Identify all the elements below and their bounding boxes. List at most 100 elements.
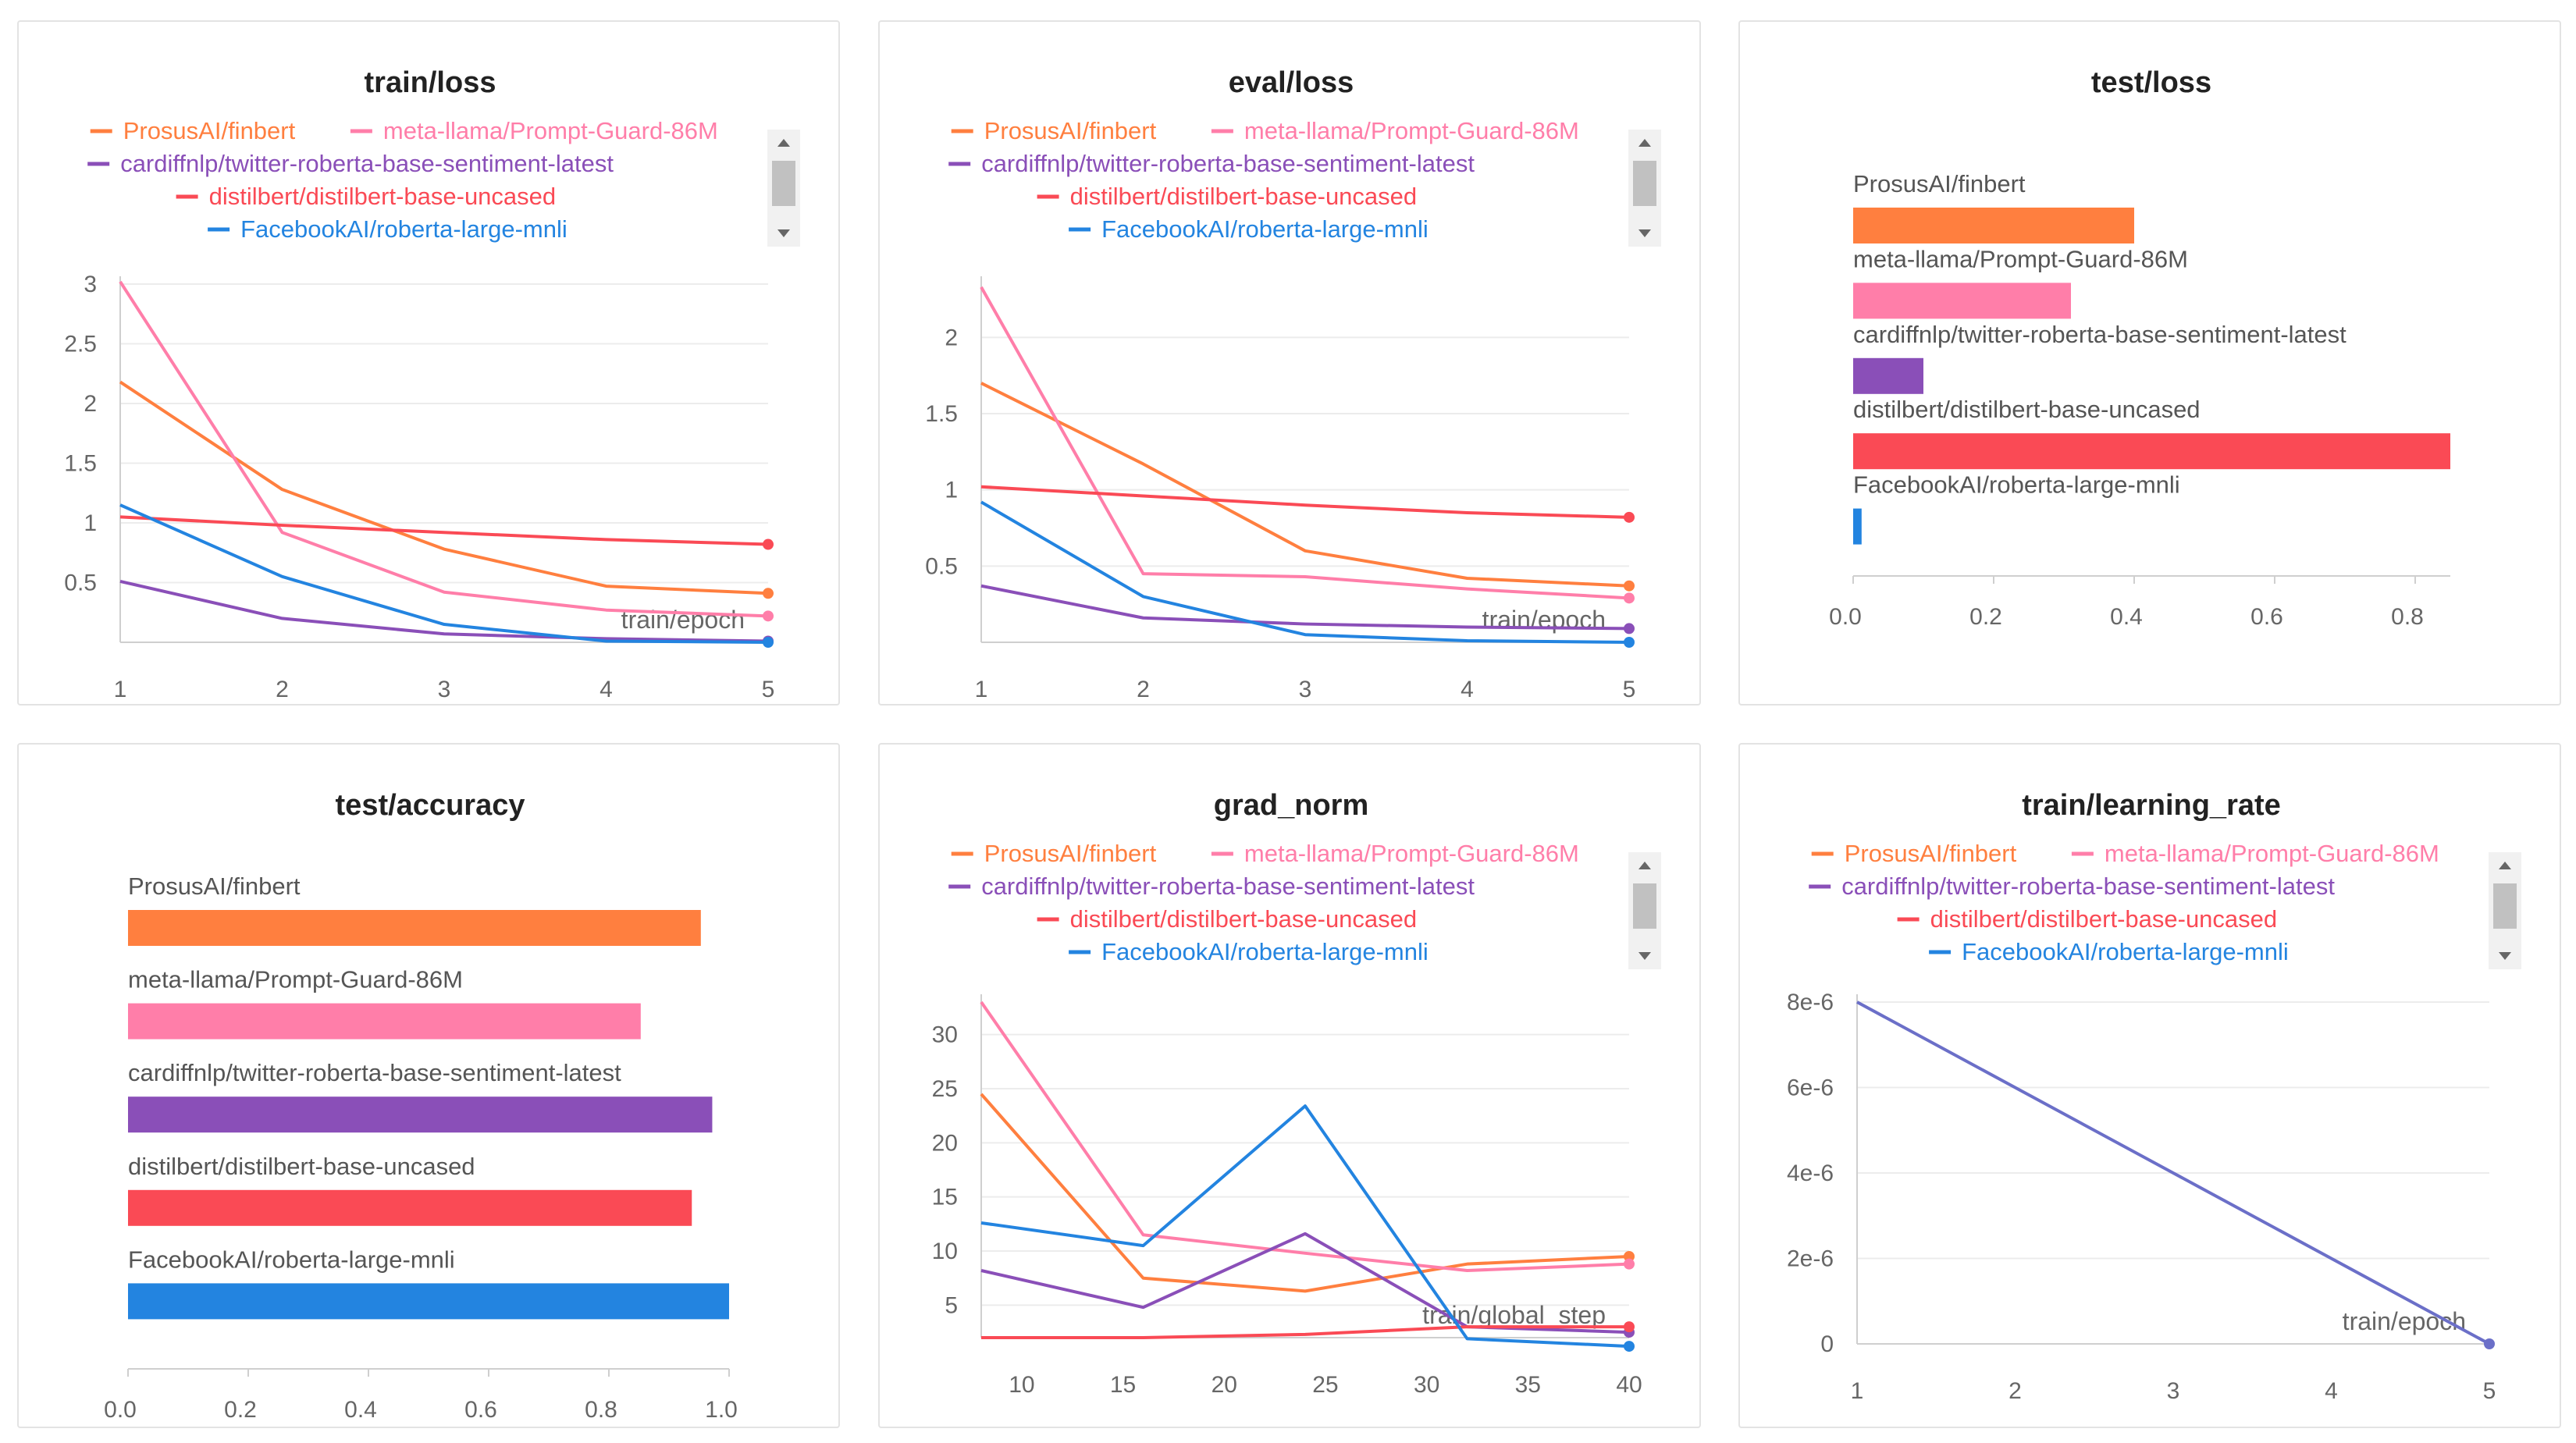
legend-label-facebookai-roberta-large-mnli: FacebookAI/roberta-large-mnli bbox=[1962, 938, 2289, 965]
panel-grad-norm: grad_norm ProsusAI/finbert meta-llama/Prom… bbox=[878, 743, 1701, 1428]
x-axis-label: train/global_step bbox=[1422, 1301, 1606, 1329]
legend-label-meta-llama-prompt-guard-86m: meta-llama/Prompt-Guard-86M bbox=[1244, 117, 1579, 144]
bar-cardiffnlp-twitter-roberta-base-sentiment-latest bbox=[128, 1096, 713, 1133]
x-tick-label: 4 bbox=[600, 677, 613, 702]
series-line-prosusai-finbert bbox=[980, 1093, 1630, 1293]
legend-scrollbar-thumb bbox=[1633, 883, 1656, 929]
x-tick-label: 10 bbox=[1009, 1372, 1034, 1398]
y-tick-label: 1 bbox=[84, 510, 97, 536]
series-line-facebookai-roberta-large-mnli bbox=[980, 500, 1630, 644]
panel-test-loss: test/loss ProsusAI/finbert meta-llama/Prom… bbox=[1738, 20, 2561, 706]
series-end-point-facebookai-roberta-large-mnli bbox=[763, 637, 774, 648]
series-line-prosusai-finbert bbox=[119, 380, 769, 595]
bar-prosusai-finbert bbox=[128, 910, 701, 946]
y-tick-label: 2 bbox=[945, 325, 958, 350]
y-tick-label: 30 bbox=[932, 1022, 958, 1048]
x-tick-label: 3 bbox=[2167, 1378, 2180, 1404]
x-tick-label: 1.0 bbox=[705, 1397, 738, 1423]
legend-label-meta-llama-prompt-guard-86m: meta-llama/Prompt-Guard-86M bbox=[383, 117, 718, 144]
bar-label-distilbert-distilbert-base-uncased: distilbert/distilbert-base-uncased bbox=[1853, 396, 2201, 423]
y-tick-label: 25 bbox=[932, 1076, 958, 1102]
legend-label-meta-llama-prompt-guard-86m: meta-llama/Prompt-Guard-86M bbox=[2105, 840, 2439, 867]
y-tick-label: 5 bbox=[945, 1292, 958, 1318]
bar-meta-llama-prompt-guard-86m bbox=[1853, 283, 2071, 319]
scroll-down-icon bbox=[1638, 229, 1651, 237]
chart-test-accuracy: test/accuracy ProsusAI/finbert meta-llama/… bbox=[104, 789, 738, 1423]
legend-scrollbar-thumb bbox=[1633, 161, 1656, 206]
bar-facebookai-roberta-large-mnli bbox=[1853, 508, 1862, 545]
chart-train-loss: train/loss ProsusAI/finbert meta-llama/Pro… bbox=[64, 66, 800, 702]
x-tick-label: 5 bbox=[2483, 1378, 2496, 1404]
bar-distilbert-distilbert-base-uncased bbox=[1853, 433, 2450, 470]
legend-scrollbar-thumb bbox=[772, 161, 795, 206]
series-line-facebookai-roberta-large-mnli bbox=[119, 503, 769, 644]
x-tick-label: 0.8 bbox=[2391, 604, 2424, 630]
x-tick-label: 30 bbox=[1414, 1372, 1439, 1398]
bar-label-meta-llama-prompt-guard-86m: meta-llama/Prompt-Guard-86M bbox=[128, 966, 463, 993]
series-end-point-distilbert-distilbert-base-uncased bbox=[1624, 1321, 1635, 1333]
bar-label-meta-llama-prompt-guard-86m: meta-llama/Prompt-Guard-86M bbox=[1853, 245, 2188, 272]
series-end-point-meta-llama-prompt-guard-86m bbox=[763, 610, 774, 622]
bar-label-prosusai-finbert: ProsusAI/finbert bbox=[128, 873, 301, 900]
bar-label-facebookai-roberta-large-mnli: FacebookAI/roberta-large-mnli bbox=[128, 1246, 455, 1273]
scroll-up-icon bbox=[777, 139, 790, 147]
legend-label-distilbert-distilbert-base-uncased: distilbert/distilbert-base-uncased bbox=[1930, 905, 2278, 933]
x-tick-label: 25 bbox=[1312, 1372, 1338, 1398]
legend-label-facebookai-roberta-large-mnli: FacebookAI/roberta-large-mnli bbox=[1101, 215, 1429, 243]
y-tick-label: 20 bbox=[932, 1130, 958, 1156]
x-tick-label: 0.2 bbox=[1969, 604, 2002, 630]
chart-title: grad_norm bbox=[1214, 789, 1368, 822]
x-tick-label: 1 bbox=[114, 677, 127, 702]
series-end-point-facebookai-roberta-large-mnli bbox=[2484, 1338, 2495, 1349]
y-tick-label: 0 bbox=[1820, 1331, 1834, 1357]
bar-label-prosusai-finbert: ProsusAI/finbert bbox=[1853, 170, 2026, 197]
series-line-distilbert-distilbert-base-uncased bbox=[981, 1325, 1629, 1339]
y-tick-label: 6e-6 bbox=[1787, 1075, 1834, 1101]
x-tick-label: 0.6 bbox=[2250, 604, 2283, 630]
y-tick-label: 8e-6 bbox=[1787, 990, 1834, 1015]
y-tick-label: 0.5 bbox=[925, 553, 958, 579]
y-tick-label: 1.5 bbox=[64, 451, 97, 477]
legend-label-distilbert-distilbert-base-uncased: distilbert/distilbert-base-uncased bbox=[1070, 183, 1418, 210]
x-tick-label: 0.0 bbox=[104, 1397, 137, 1423]
panel-test-accuracy: test/accuracy ProsusAI/finbert meta-llama/… bbox=[17, 743, 840, 1428]
chart-eval-loss: eval/loss ProsusAI/finbert meta-llama/Prom… bbox=[925, 66, 1661, 702]
series-line-cardiffnlp-twitter-roberta-base-sentiment-latest bbox=[119, 580, 769, 643]
x-tick-label: 2 bbox=[1137, 677, 1150, 702]
y-tick-label: 4e-6 bbox=[1787, 1160, 1834, 1186]
scroll-up-icon bbox=[1638, 139, 1651, 147]
series-end-point-prosusai-finbert bbox=[763, 588, 774, 599]
scroll-up-icon bbox=[1638, 862, 1651, 869]
series-line-cardiffnlp-twitter-roberta-base-sentiment-latest bbox=[980, 1232, 1630, 1335]
x-tick-label: 2 bbox=[2008, 1378, 2022, 1404]
x-tick-label: 0.8 bbox=[585, 1397, 617, 1423]
chart-test-loss: test/loss ProsusAI/finbert meta-llama/Prom… bbox=[1829, 66, 2450, 630]
x-tick-label: 15 bbox=[1110, 1372, 1136, 1398]
bar-label-facebookai-roberta-large-mnli: FacebookAI/roberta-large-mnli bbox=[1853, 471, 2180, 499]
series-line-prosusai-finbert bbox=[980, 382, 1630, 588]
y-tick-label: 1.5 bbox=[925, 401, 958, 427]
y-tick-label: 0.5 bbox=[64, 570, 97, 596]
x-tick-label: 40 bbox=[1616, 1372, 1642, 1398]
y-tick-label: 3 bbox=[84, 272, 97, 297]
chart-title: train/loss bbox=[365, 66, 496, 99]
x-tick-label: 0.4 bbox=[2110, 604, 2143, 630]
scroll-down-icon bbox=[2499, 952, 2511, 960]
chart-grad-norm: grad_norm ProsusAI/finbert meta-llama/Prom… bbox=[932, 789, 1661, 1398]
y-tick-label: 2 bbox=[84, 391, 97, 417]
bar-cardiffnlp-twitter-roberta-base-sentiment-latest bbox=[1853, 357, 1923, 394]
x-tick-label: 0.0 bbox=[1829, 604, 1862, 630]
series-line-facebookai-roberta-large-mnli bbox=[980, 1104, 1630, 1349]
x-tick-label: 4 bbox=[2325, 1378, 2338, 1404]
y-tick-label: 10 bbox=[932, 1239, 958, 1264]
panel-eval-loss: eval/loss ProsusAI/finbert meta-llama/Prom… bbox=[878, 20, 1701, 706]
x-tick-label: 35 bbox=[1515, 1372, 1541, 1398]
x-tick-label: 4 bbox=[1461, 677, 1474, 702]
legend-label-cardiffnlp-twitter-roberta-base-sentiment-latest: cardiffnlp/twitter-roberta-base-sentimen… bbox=[120, 150, 614, 177]
panel-learning-rate: train/learning_rate ProsusAI/finbert meta-… bbox=[1738, 743, 2561, 1428]
chart-title: train/learning_rate bbox=[2022, 789, 2281, 822]
legend-label-prosusai-finbert: ProsusAI/finbert bbox=[123, 117, 296, 144]
series-end-point-meta-llama-prompt-guard-86m bbox=[1624, 1258, 1635, 1270]
bar-label-cardiffnlp-twitter-roberta-base-sentiment-latest: cardiffnlp/twitter-roberta-base-sentimen… bbox=[128, 1059, 621, 1086]
bar-distilbert-distilbert-base-uncased bbox=[128, 1189, 692, 1226]
